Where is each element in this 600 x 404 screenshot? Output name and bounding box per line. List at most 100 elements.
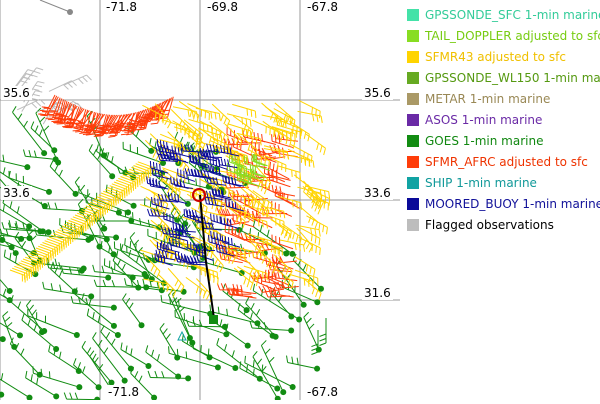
wind-barb <box>227 114 250 120</box>
wind-barb <box>232 104 255 111</box>
wind-barb <box>122 299 141 325</box>
wind-barb-flag <box>161 200 162 207</box>
wind-barb-flag <box>108 136 115 137</box>
legend-item[interactable]: SFMR_AFRC adjusted to sfc <box>404 151 600 172</box>
wind-barb-flag <box>163 329 167 334</box>
legend-item[interactable]: ASOS 1-min marine <box>404 109 600 130</box>
wind-barb <box>50 166 75 193</box>
legend-item[interactable]: GPSSONDE_WL150 1-min marine <box>404 67 600 88</box>
wind-barb <box>25 156 55 159</box>
wind-barb-flag <box>220 319 222 326</box>
wind-barb-flag <box>18 114 22 120</box>
legend-item[interactable]: MOORED_BUOY 1-min marine <box>404 193 600 214</box>
wind-barb-flag <box>70 267 72 274</box>
wind-barb-flag <box>152 197 153 204</box>
wind-barb-flag <box>26 371 27 378</box>
wind-barb <box>277 166 300 173</box>
wind-barb-flag <box>244 278 246 285</box>
lon-label-top-3: -67.8 <box>305 0 340 14</box>
wind-barb-flag <box>148 371 150 378</box>
wind-barb-flag <box>262 220 263 227</box>
wind-barb-flag <box>188 169 190 176</box>
wind-barb-flag <box>143 279 144 286</box>
wind-barb <box>3 316 15 347</box>
wind-barb-flag <box>82 77 87 82</box>
wind-barb-flag <box>321 116 322 123</box>
wind-barb-flag <box>39 130 42 136</box>
wind-barb <box>28 316 77 335</box>
wind-barb-flag <box>221 115 224 121</box>
wind-barb-flag <box>59 352 60 359</box>
legend-label: ASOS 1-min marine <box>425 113 542 127</box>
wind-barb-flag <box>270 162 271 169</box>
wind-barb-flag <box>247 109 248 116</box>
wind-barb-flag <box>258 133 259 140</box>
wind-barb <box>240 368 277 388</box>
goes-station-dot <box>289 251 295 257</box>
wind-barb-flag <box>241 244 243 251</box>
wind-barb-flag <box>320 146 322 153</box>
wind-barb-flag <box>154 268 157 274</box>
wind-barb-flag <box>266 258 267 265</box>
wind-barb-flag <box>196 112 197 119</box>
legend-swatch <box>407 135 419 147</box>
wind-barb-flag <box>305 158 306 165</box>
wind-barb-flag <box>155 141 156 148</box>
wind-barb <box>26 306 42 332</box>
wind-barb-flag <box>320 190 321 197</box>
legend-item[interactable]: SHIP 1-min marine <box>404 172 600 193</box>
wind-barb <box>251 195 269 211</box>
legend-swatch <box>407 30 419 42</box>
legend-label: SHIP 1-min marine <box>425 176 537 190</box>
wind-barb <box>49 352 79 372</box>
wind-barb <box>36 113 58 162</box>
legend-label: GPSSONDE_WL150 1-min marine <box>425 71 600 85</box>
wind-barb-flag <box>311 352 318 354</box>
wind-barb-flag <box>221 217 222 224</box>
wind-barb-flag <box>167 142 168 149</box>
wind-barb-flag <box>232 201 233 208</box>
wind-barb-flag <box>231 143 232 150</box>
legend-item[interactable]: GPSSONDE_SFC 1-min marine <box>404 4 600 25</box>
wind-barb <box>298 111 322 116</box>
wind-barb-flag <box>22 241 26 247</box>
wind-barb-flag <box>135 371 138 377</box>
wind-barb-flag <box>78 79 83 84</box>
wind-barb-flag <box>297 358 298 365</box>
wind-barb-flag <box>186 351 187 358</box>
wind-barb-flag <box>101 326 105 332</box>
legend-item[interactable]: SFMR43 adjusted to sfc <box>404 46 600 67</box>
wind-barb <box>271 219 292 231</box>
wind-barb-flag <box>51 283 52 290</box>
wind-barb-flag <box>151 123 158 124</box>
legend-item[interactable]: Flagged observations <box>404 214 600 235</box>
wind-barb-flag <box>31 374 32 381</box>
wind-barb-flag <box>244 125 246 132</box>
wind-barb-flag <box>277 118 278 125</box>
lat-label-3-right: 31.6 <box>362 286 393 300</box>
wind-barb-flag <box>320 248 321 255</box>
wind-barb-flag <box>217 215 218 222</box>
legend-item[interactable]: METAR 1-min marine <box>404 88 600 109</box>
wind-barb-flag <box>75 393 77 400</box>
wind-barb-flag <box>220 234 221 241</box>
wind-barb-flag <box>311 234 312 241</box>
wind-barb-flag <box>4 250 5 257</box>
wind-barb-flag <box>306 318 311 323</box>
legend-item[interactable]: GOES 1-min marine <box>404 130 600 151</box>
wind-barb-flag <box>93 312 94 319</box>
wind-barb-flag <box>125 238 126 245</box>
wind-barb-flag <box>22 314 24 321</box>
wind-barb <box>198 129 221 136</box>
wind-barb-flag <box>82 293 84 300</box>
wind-barb-flag <box>169 346 170 353</box>
wind-barb-flag <box>232 350 234 357</box>
lon-label-top-1: -71.8 <box>104 0 139 14</box>
legend-item[interactable]: TAIL_DOPPLER adjusted to sfc <box>404 25 600 46</box>
wind-barb-flag <box>235 178 236 185</box>
wind-barb-flag <box>260 138 261 145</box>
wind-barb-flag <box>217 338 219 345</box>
wind-barb-flag <box>273 164 274 171</box>
wind-barb-flag <box>319 223 320 230</box>
wind-barb-flag <box>136 244 137 251</box>
